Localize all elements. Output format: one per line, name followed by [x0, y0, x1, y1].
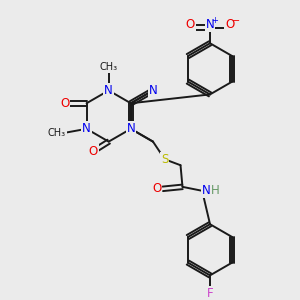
Text: N: N	[127, 122, 135, 135]
Text: +: +	[212, 16, 218, 25]
Text: O: O	[88, 145, 98, 158]
Text: N: N	[148, 84, 158, 97]
Text: CH₃: CH₃	[48, 128, 66, 138]
Text: S: S	[161, 153, 169, 166]
Text: O: O	[225, 18, 234, 31]
Text: N: N	[206, 18, 214, 31]
Text: O: O	[60, 97, 70, 110]
Text: −: −	[232, 16, 240, 26]
Text: N: N	[104, 84, 113, 97]
Text: N: N	[202, 184, 211, 197]
Text: CH₃: CH₃	[100, 62, 118, 72]
Text: F: F	[207, 286, 213, 300]
Text: N: N	[82, 122, 91, 135]
Text: O: O	[186, 18, 195, 31]
Text: O: O	[152, 182, 161, 195]
Text: H: H	[211, 184, 219, 197]
